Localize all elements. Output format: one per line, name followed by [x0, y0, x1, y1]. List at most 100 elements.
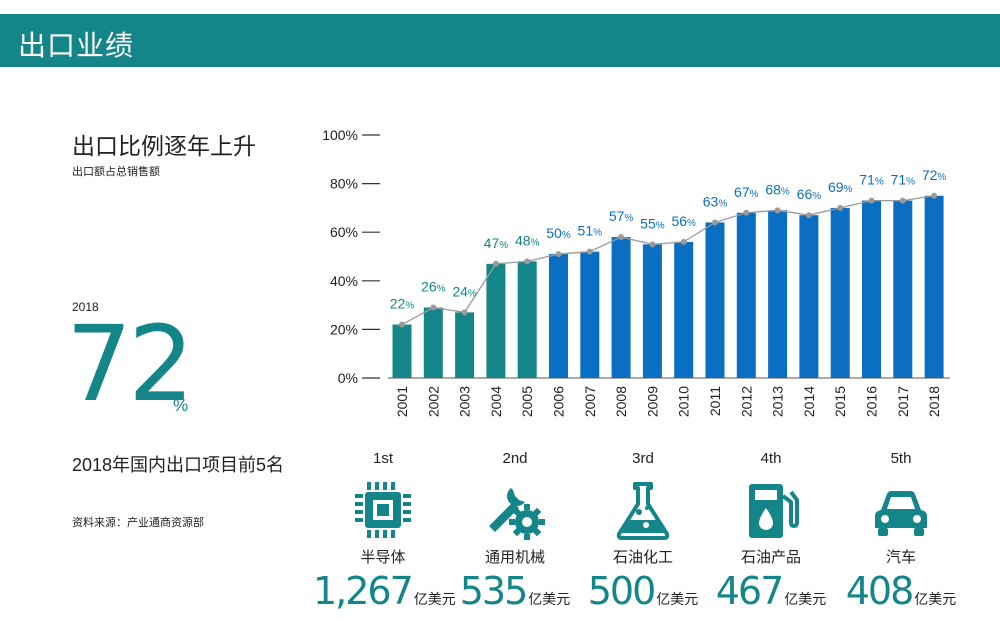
x-tick-label: 2013	[770, 386, 786, 417]
rank-value: 1,267 亿美元	[313, 569, 456, 613]
trend-point	[618, 234, 625, 241]
bar	[642, 244, 662, 378]
car-icon	[869, 478, 933, 542]
trend-point	[743, 209, 750, 216]
bar	[736, 212, 756, 378]
data-label: 66%	[797, 186, 822, 202]
trend-point	[774, 207, 781, 214]
bar	[830, 207, 850, 378]
x-tick-label: 2003	[457, 386, 473, 417]
bar	[392, 324, 412, 378]
chart-subheading: 出口额占总销售额	[72, 166, 160, 178]
rank-name: 半导体	[360, 549, 406, 566]
data-label: 24%	[452, 283, 477, 299]
data-label: 48%	[515, 232, 540, 248]
x-tick-label: 2010	[676, 386, 692, 417]
rank-unit: 亿美元	[413, 591, 456, 607]
data-label: 69%	[828, 179, 853, 195]
rank-label: 3rd	[632, 450, 654, 467]
header-bar: 出口业绩	[0, 14, 1000, 67]
x-tick-label: 2014	[801, 386, 817, 417]
flask-icon	[611, 478, 675, 542]
x-tick-label: 2004	[488, 386, 504, 417]
bar	[580, 251, 600, 378]
trend-point	[524, 258, 531, 265]
rank-item-5: 5th 汽车 408 亿美元	[831, 450, 971, 613]
bar	[862, 200, 881, 378]
data-label: 56%	[671, 213, 696, 229]
rank-label: 1st	[372, 450, 393, 467]
bar	[799, 215, 819, 378]
trend-line	[401, 195, 935, 326]
y-tick-label: 0%	[338, 370, 358, 386]
data-label: 71%	[891, 172, 916, 188]
data-label: 50%	[546, 225, 571, 241]
trend-point	[805, 212, 812, 219]
rank-number: 467	[715, 569, 785, 613]
trend-point	[555, 251, 562, 258]
trend-point	[837, 204, 844, 211]
rank-value: 500 亿美元	[573, 569, 713, 613]
y-tick-label: 100%	[322, 127, 358, 143]
rank-item-1: 1st 半导体 1,267 亿美元	[313, 450, 456, 613]
bar	[549, 254, 568, 378]
y-tick-label: 40%	[330, 273, 358, 289]
data-label: 47%	[484, 235, 509, 251]
data-label: 51%	[578, 223, 603, 239]
highlight-unit: %	[173, 396, 189, 415]
rank-value: 408 亿美元	[831, 569, 971, 613]
x-tick-label: 2017	[895, 386, 911, 417]
y-tick-label: 20%	[330, 321, 358, 337]
rank-number: 1,267	[313, 569, 414, 613]
bar	[705, 222, 725, 378]
source-note: 资料来源：产业通商资源部	[72, 517, 204, 529]
bar	[517, 261, 537, 378]
bar	[768, 210, 788, 378]
bar	[611, 237, 631, 378]
data-label: 67%	[734, 184, 759, 200]
chip-icon	[351, 478, 415, 542]
trend-point	[430, 304, 437, 311]
x-tick-label: 2001	[394, 386, 410, 417]
x-tick-label: 2007	[582, 386, 598, 417]
rank-unit: 亿美元	[784, 591, 827, 607]
rank-item-4: 4th 石油产品 467 亿美元	[701, 450, 841, 613]
rank-name: 石油产品	[740, 549, 801, 566]
ranking-heading: 2018年国内出口项目前5名	[72, 455, 285, 475]
x-tick-label: 2006	[551, 386, 567, 417]
x-tick-label: 2008	[613, 386, 629, 417]
x-tick-label: 2015	[832, 386, 848, 417]
y-tick-label: 80%	[330, 176, 358, 192]
rank-unit: 亿美元	[528, 591, 571, 607]
trend-point	[899, 197, 906, 204]
bar	[924, 195, 944, 378]
rank-name: 通用机械	[484, 549, 545, 566]
trend-point	[680, 238, 687, 245]
rank-item-2: 2nd 通用机械 535 亿美元	[445, 450, 585, 613]
trend-point	[868, 197, 875, 204]
bar	[674, 241, 694, 378]
bar	[423, 307, 443, 378]
rank-label: 4th	[760, 450, 782, 467]
rank-item-3: 3rd 石油化工 500 亿美元	[573, 450, 713, 613]
page-title: 出口业绩	[18, 30, 135, 61]
data-label: 68%	[765, 181, 790, 197]
trend-point	[586, 248, 593, 255]
bar	[455, 312, 475, 378]
highlight-value: 72	[66, 303, 194, 425]
trend-point	[931, 192, 938, 199]
highlight-year: 2018	[72, 300, 99, 314]
x-tick-label: 2009	[644, 386, 660, 417]
data-label: 57%	[609, 208, 634, 224]
x-tick-label: 2002	[425, 386, 441, 417]
x-tick-label: 2011	[707, 386, 723, 416]
rank-value: 467 亿美元	[701, 569, 841, 613]
rank-number: 535	[459, 569, 529, 613]
bar	[893, 200, 913, 378]
data-label: 22%	[390, 296, 415, 312]
data-label: 26%	[421, 279, 446, 295]
trend-point	[649, 241, 656, 248]
data-label: 63%	[703, 193, 728, 209]
trend-point	[399, 321, 405, 328]
trend-point	[461, 309, 468, 316]
